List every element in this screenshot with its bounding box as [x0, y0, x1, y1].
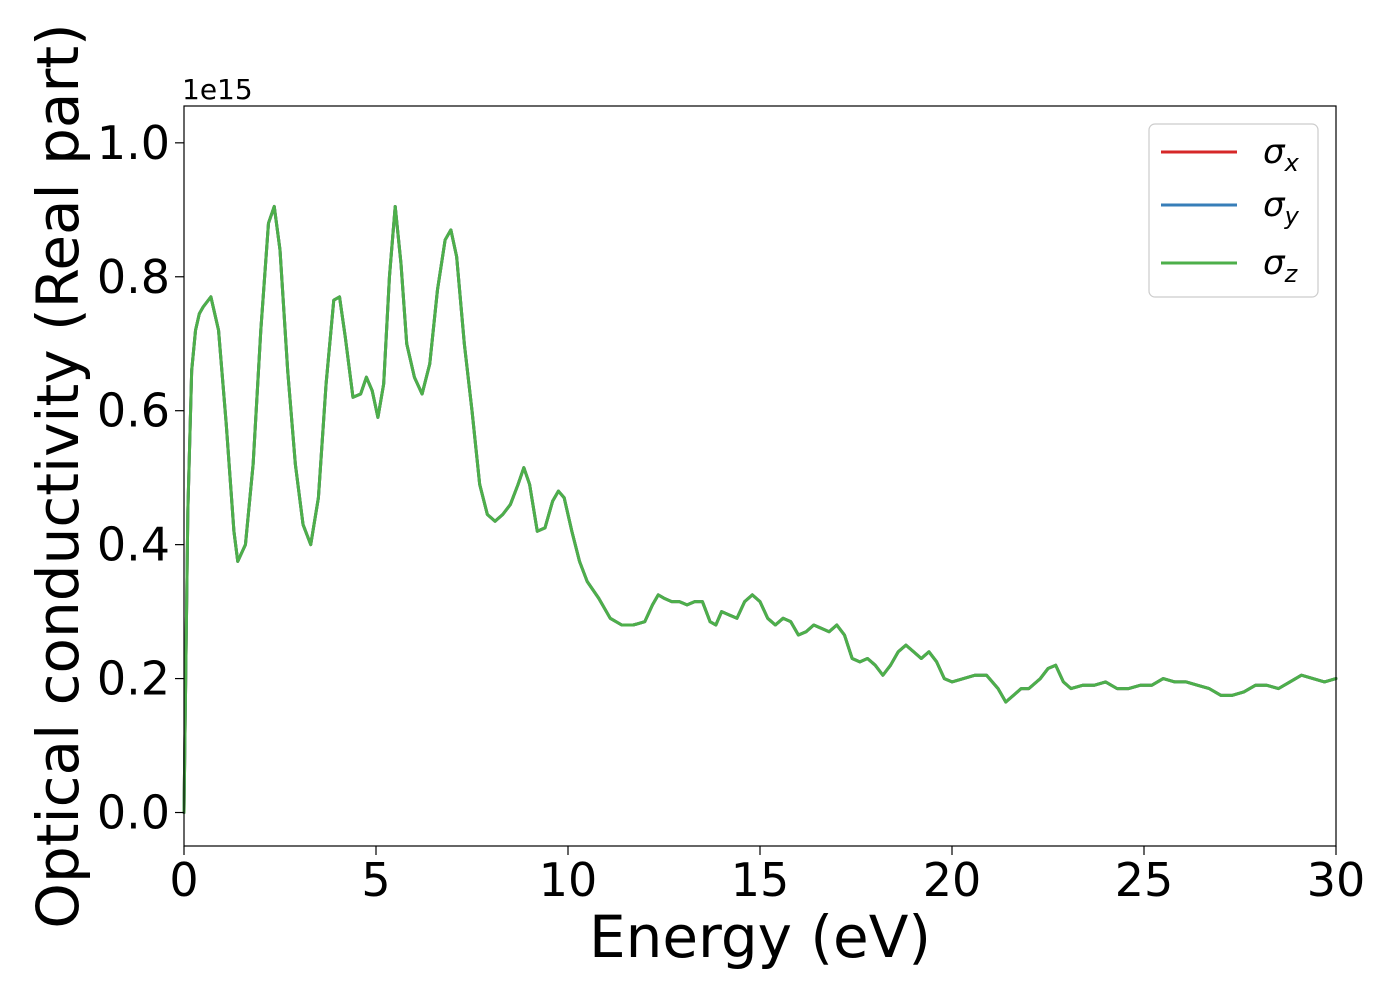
series-layer	[182, 204, 1338, 815]
series-line-z	[182, 204, 1338, 815]
y-tick-label: 0.6	[97, 384, 170, 438]
x-tick-label: 0	[169, 853, 198, 907]
y-axis-ticks: 0.0 0.2 0.4 0.6 0.8 1.0	[97, 116, 184, 840]
x-tick-label: 20	[923, 853, 982, 907]
x-tick-label: 15	[731, 853, 790, 907]
x-axis-ticks: 0 5 10 15 20 25 30	[169, 846, 1365, 907]
legend-box	[1148, 123, 1319, 298]
x-axis-label: Energy (eV)	[589, 903, 931, 971]
y-tick-label: 0.4	[97, 518, 170, 572]
y-tick-label: 0.2	[97, 652, 170, 706]
plot-background	[184, 106, 1336, 846]
y-tick-label: 1.0	[97, 116, 170, 170]
x-tick-label: 25	[1115, 853, 1174, 907]
x-tick-label: 10	[539, 853, 598, 907]
x-tick-label: 30	[1307, 853, 1366, 907]
x-tick-label: 5	[361, 853, 390, 907]
y-tick-label: 0.8	[97, 250, 170, 304]
y-axis-label: Optical conductivity (Real part)	[24, 23, 92, 928]
y-tick-label: 0.0	[97, 786, 170, 840]
y-axis-offset-label: 1e15	[182, 73, 253, 106]
